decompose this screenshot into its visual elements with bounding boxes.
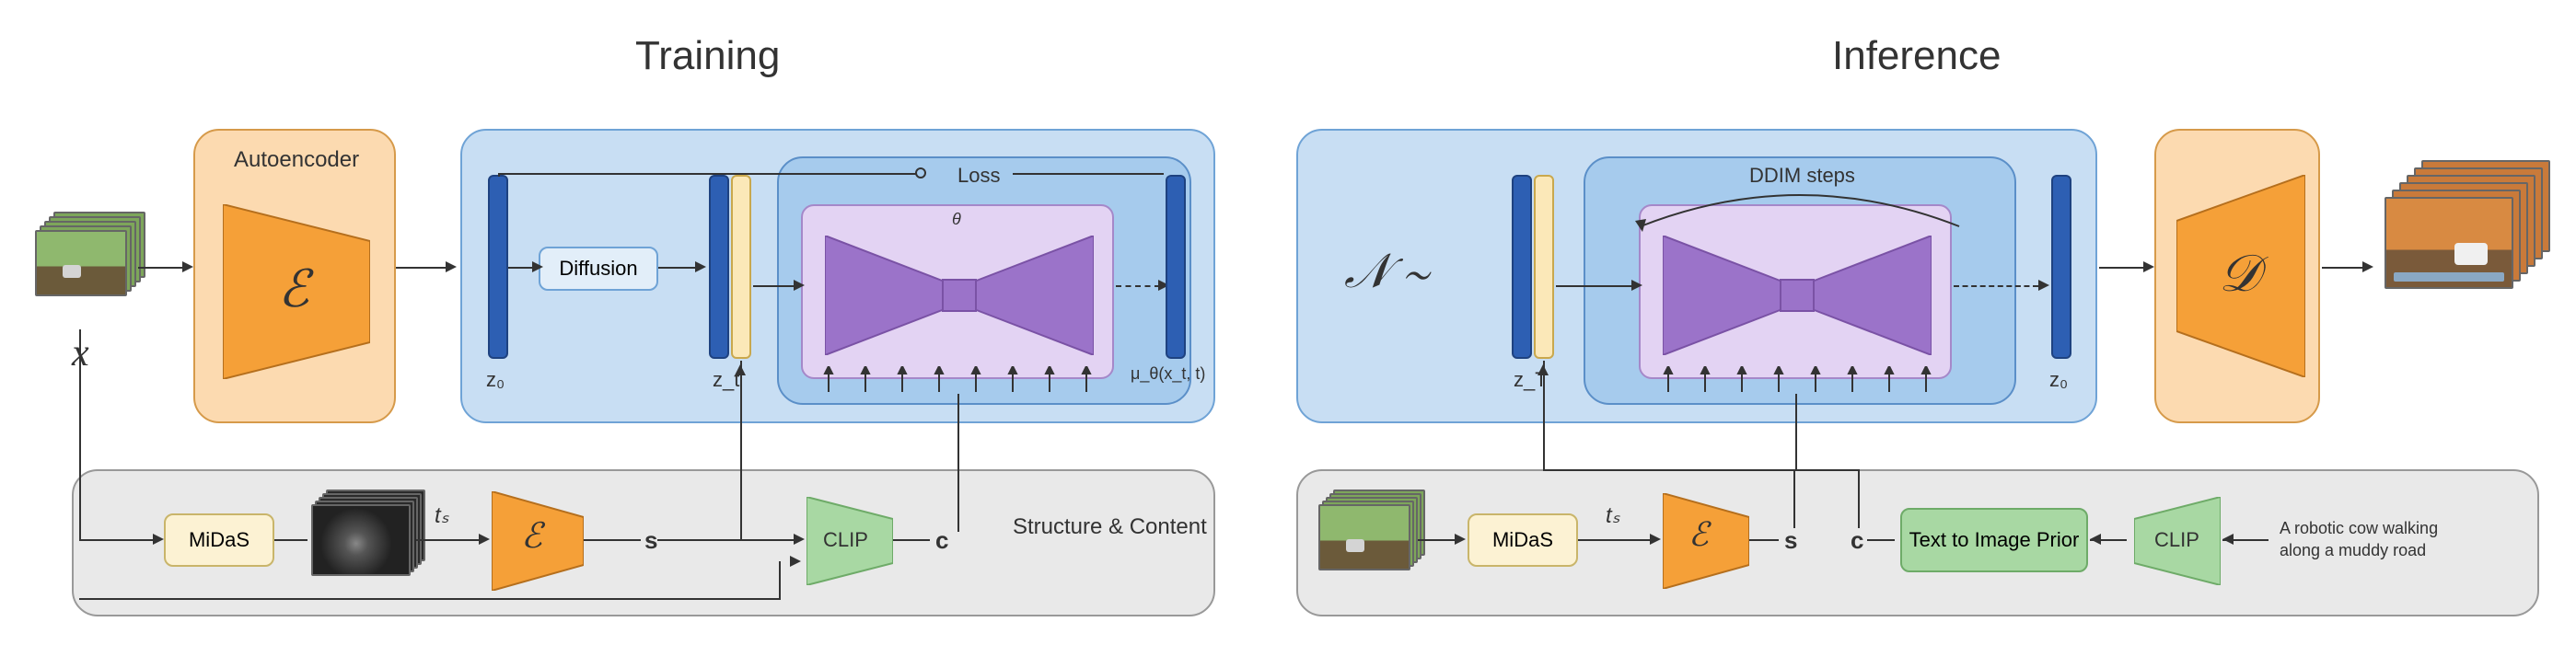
clip-label: CLIP <box>823 528 868 552</box>
decoder-box: 𝒟 <box>2154 129 2320 423</box>
loss-label: Loss <box>957 164 1000 188</box>
zt-bar <box>709 175 729 359</box>
theta-label: θ <box>952 210 961 229</box>
normal-sample-label: 𝒩 ∼ <box>1344 245 1429 300</box>
zT-struct-bar <box>1534 175 1554 359</box>
zT-bar <box>1512 175 1532 359</box>
z0-bar <box>488 175 508 359</box>
struct-encoder-glyph: ℰ <box>521 515 542 557</box>
c-inf-label: c <box>1851 526 1863 555</box>
midas-inf-block: MiDaS <box>1468 513 1578 567</box>
clip-inf-label: CLIP <box>2154 528 2199 552</box>
ts-label: tₛ <box>435 502 449 529</box>
unet-shape <box>825 236 1094 355</box>
ts-inf-label: tₛ <box>1606 502 1620 529</box>
z0-inf-label: z₀ <box>2049 368 2068 392</box>
decoder-glyph: 𝒟 <box>2219 245 2260 305</box>
mu-bar <box>1166 175 1186 359</box>
s-inf-label: s <box>1784 526 1797 555</box>
unet-container: θ <box>801 204 1114 379</box>
prompt-text: A robotic cow walking along a muddy road <box>2280 517 2438 562</box>
c-label-training: c <box>935 526 948 555</box>
struct-content-label: Structure & Content <box>1013 513 1207 541</box>
zt-struct-bar <box>731 175 751 359</box>
mu-label: μ_θ(x_t, t) <box>1131 364 1205 384</box>
training-title: Training <box>635 33 780 79</box>
unet-inference-shape <box>1663 236 1932 355</box>
z0-label: z₀ <box>486 368 505 392</box>
text-prior-block: Text to Image Prior <box>1900 508 2088 572</box>
s-label: s <box>644 526 657 555</box>
diffusion-block: Diffusion <box>539 247 658 291</box>
encoder-glyph: ℰ <box>278 259 309 319</box>
midas-block: MiDaS <box>164 513 274 567</box>
struct-encoder-inf-glyph: ℰ <box>1688 515 1709 554</box>
autoencoder-box: Autoencoder ℰ <box>193 129 396 423</box>
z0-inf-bar <box>2051 175 2071 359</box>
autoencoder-label: Autoencoder <box>234 147 359 173</box>
inference-title: Inference <box>1832 33 2001 79</box>
